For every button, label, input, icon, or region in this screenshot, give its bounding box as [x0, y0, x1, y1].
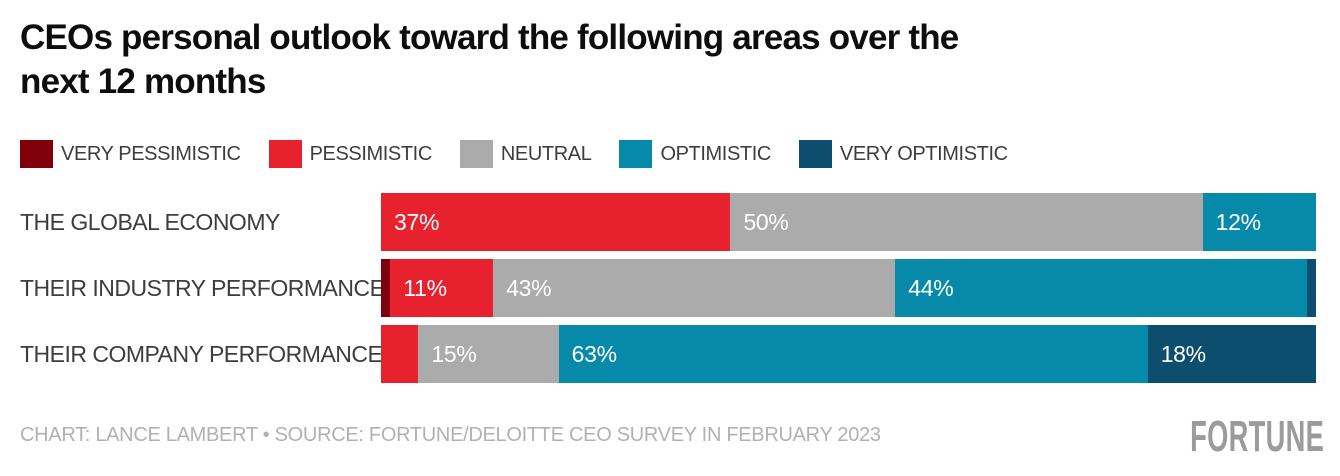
bar: 11% 43% 44% — [381, 259, 1316, 317]
bar-segment-optimistic: 12% — [1202, 193, 1316, 251]
bar-segment-very-optimistic — [1306, 259, 1316, 317]
row-label: THEIR COMPANY PERFORMANCE — [20, 340, 383, 367]
legend-label: VERY OPTIMISTIC — [839, 142, 1008, 165]
bar-segment-pessimistic — [381, 325, 419, 383]
bar-segment-very-pessimistic — [381, 259, 391, 317]
bar-segment-neutral: 50% — [730, 193, 1203, 251]
bar-segment-pessimistic: 37% — [381, 193, 731, 251]
segment-value-label: 50% — [743, 209, 789, 235]
legend-swatch-pessimistic-icon — [268, 140, 302, 168]
segment-value-label: 11% — [403, 275, 447, 301]
legend-label: VERY PESSIMISTIC — [61, 142, 241, 165]
legend-swatch-very-optimistic-icon — [798, 140, 832, 168]
legend-label: NEUTRAL — [500, 142, 592, 165]
segment-value-label: 12% — [1215, 209, 1261, 235]
legend-swatch-neutral-icon — [459, 140, 493, 168]
legend-item-pessimistic: PESSIMISTIC — [268, 140, 433, 168]
bar-segment-pessimistic: 11% — [390, 259, 494, 317]
segment-value-label: 44% — [908, 275, 954, 301]
chart-credit: CHART: LANCE LAMBERT • SOURCE: FORTUNE/D… — [20, 424, 881, 446]
row-label: THEIR INDUSTRY PERFORMANCE — [20, 274, 385, 301]
bar-segment-very-optimistic: 18% — [1147, 325, 1316, 383]
legend-swatch-optimistic-icon — [619, 140, 653, 168]
row-label: THE GLOBAL ECONOMY — [20, 208, 280, 235]
segment-value-label: 15% — [431, 341, 477, 367]
fortune-logo: FORTUNE — [1189, 412, 1324, 461]
legend-item-optimistic: OPTIMISTIC — [619, 140, 771, 168]
legend-label: OPTIMISTIC — [660, 142, 771, 165]
bar-row: THEIR COMPANY PERFORMANCE 15% 63% 18% — [0, 325, 1340, 383]
legend-item-very-optimistic: VERY OPTIMISTIC — [798, 140, 1008, 168]
segment-value-label: 18% — [1160, 341, 1206, 367]
bar-row: THE GLOBAL ECONOMY 37% 50% 12% — [0, 193, 1340, 251]
bar: 37% 50% 12% — [381, 193, 1316, 251]
segment-value-label: 63% — [571, 341, 617, 367]
bar-segment-optimistic: 63% — [558, 325, 1148, 383]
bar-segment-optimistic: 44% — [895, 259, 1307, 317]
bar: 15% 63% 18% — [381, 325, 1316, 383]
bar-segment-neutral: 43% — [493, 259, 896, 317]
bar-segment-neutral: 15% — [418, 325, 559, 383]
segment-value-label: 43% — [506, 275, 552, 301]
chart-title: CEOs personal outlook toward the followi… — [20, 18, 959, 101]
legend-item-neutral: NEUTRAL — [459, 140, 592, 168]
stacked-bar-chart: THE GLOBAL ECONOMY 37% 50% 12% THEIR INDUSTR… — [0, 193, 1340, 391]
legend: VERY PESSIMISTIC PESSIMISTIC NEUTRAL OPT… — [20, 140, 1008, 168]
legend-swatch-very-pessimistic-icon — [20, 140, 53, 168]
bar-row: THEIR INDUSTRY PERFORMANCE 11% 43% 44% — [0, 259, 1340, 317]
legend-label: PESSIMISTIC — [309, 142, 433, 165]
segment-value-label: 37% — [394, 209, 440, 235]
legend-item-very-pessimistic: VERY PESSIMISTIC — [20, 140, 241, 168]
